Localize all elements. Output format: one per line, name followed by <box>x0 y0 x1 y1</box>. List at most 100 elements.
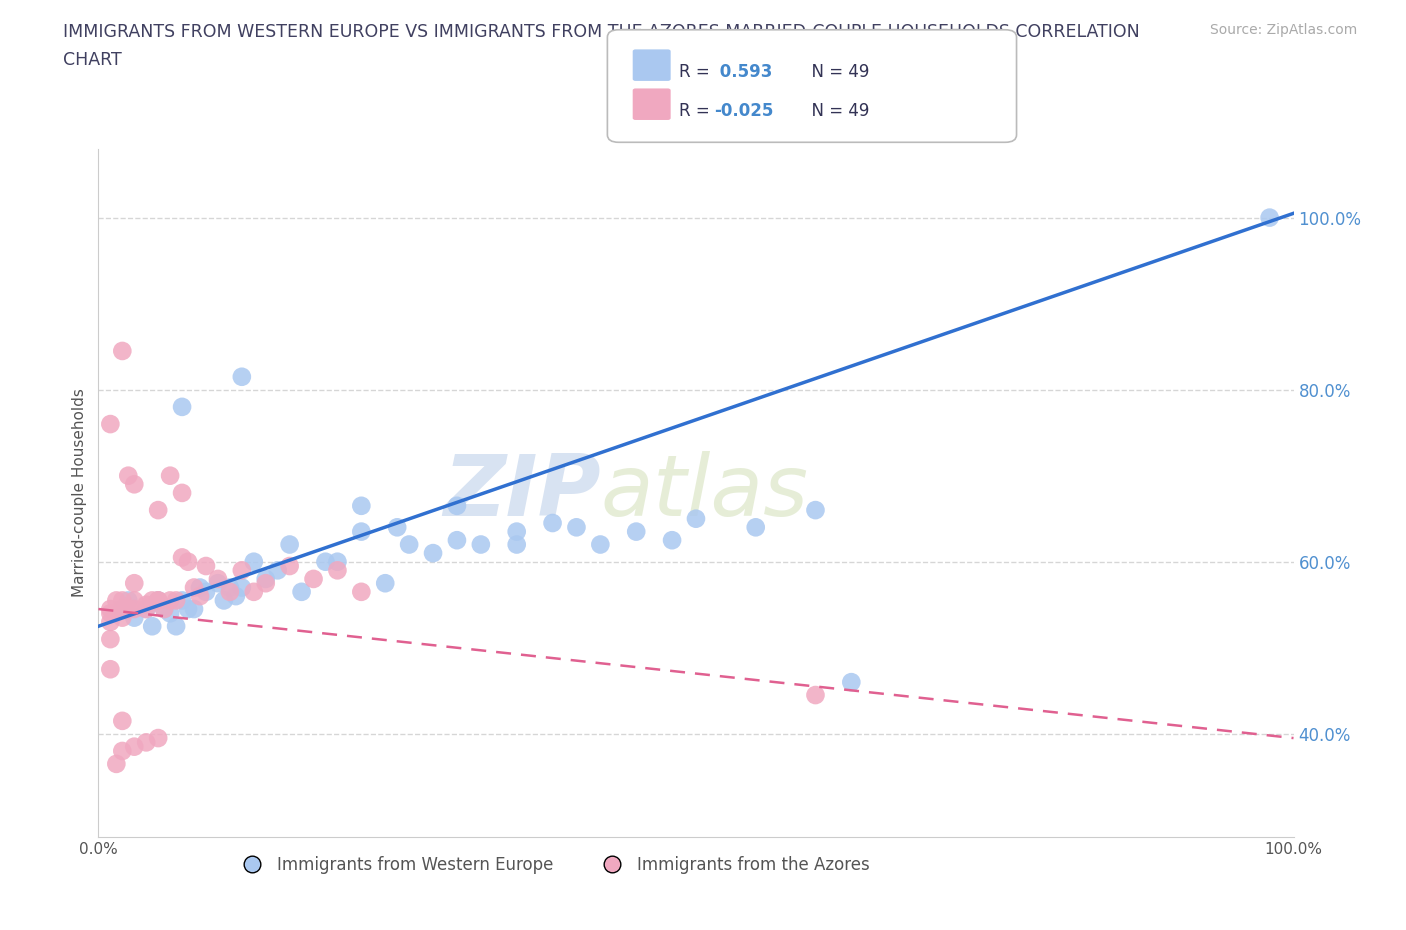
Point <box>278 559 301 574</box>
Point <box>165 593 187 608</box>
Point <box>291 584 314 599</box>
Point <box>350 584 373 599</box>
Point <box>188 589 211 604</box>
Point <box>1258 210 1281 225</box>
Point <box>105 756 128 771</box>
Point <box>841 675 863 690</box>
Text: R =: R = <box>679 62 716 81</box>
Point <box>124 477 146 492</box>
Point <box>278 538 301 552</box>
Point <box>243 554 266 569</box>
Point <box>506 538 529 552</box>
Y-axis label: Married-couple Households: Married-couple Households <box>72 389 87 597</box>
Point <box>124 576 146 591</box>
Point <box>117 593 139 608</box>
Point <box>804 687 827 702</box>
Point <box>302 572 325 587</box>
Point <box>207 576 229 591</box>
Point <box>98 606 122 621</box>
Point <box>159 469 181 484</box>
Point <box>111 610 134 625</box>
Point <box>135 602 157 617</box>
Point <box>804 503 827 518</box>
Point <box>446 533 468 548</box>
Point <box>219 580 242 595</box>
Point <box>124 739 146 754</box>
Point <box>98 615 122 630</box>
Point <box>326 554 349 569</box>
Point <box>745 520 768 535</box>
Point <box>159 606 181 621</box>
Point <box>446 498 468 513</box>
Point <box>326 563 349 578</box>
Point <box>111 593 134 608</box>
Point <box>148 593 170 608</box>
Point <box>231 580 253 595</box>
Point <box>219 584 242 599</box>
Point <box>183 602 205 617</box>
Point <box>111 343 134 358</box>
Point <box>105 593 128 608</box>
Legend: Immigrants from Western Europe, Immigrants from the Azores: Immigrants from Western Europe, Immigran… <box>229 849 876 881</box>
Text: CHART: CHART <box>63 51 122 69</box>
Point <box>177 602 200 617</box>
Text: atlas: atlas <box>600 451 808 535</box>
Point <box>188 580 211 595</box>
Point <box>207 572 229 587</box>
Point <box>565 520 588 535</box>
Point <box>195 584 218 599</box>
Point <box>111 713 134 728</box>
Point <box>124 602 146 617</box>
Point <box>135 602 157 617</box>
Text: R =: R = <box>679 101 716 120</box>
Point <box>385 520 409 535</box>
Point <box>172 400 194 415</box>
Point <box>506 525 529 539</box>
Point <box>124 610 146 625</box>
Point <box>153 602 176 617</box>
Point <box>141 618 163 633</box>
Text: 0.593: 0.593 <box>714 62 773 81</box>
Point <box>98 662 122 677</box>
Text: IMMIGRANTS FROM WESTERN EUROPE VS IMMIGRANTS FROM THE AZORES MARRIED-COUPLE HOUS: IMMIGRANTS FROM WESTERN EUROPE VS IMMIGR… <box>63 23 1140 41</box>
Point <box>243 584 266 599</box>
Point <box>626 525 648 539</box>
Point <box>111 744 134 759</box>
Text: Source: ZipAtlas.com: Source: ZipAtlas.com <box>1209 23 1357 37</box>
Point <box>398 538 420 552</box>
Text: N = 49: N = 49 <box>801 62 870 81</box>
Point <box>685 512 707 526</box>
Point <box>470 538 492 552</box>
Point <box>225 589 247 604</box>
Point <box>135 597 157 612</box>
Point <box>172 550 194 565</box>
Point <box>148 731 170 746</box>
Point <box>315 554 337 569</box>
Point <box>153 602 176 617</box>
Point <box>172 593 194 608</box>
Point <box>117 469 139 484</box>
Text: N = 49: N = 49 <box>801 101 870 120</box>
Point <box>195 559 218 574</box>
Point <box>111 602 134 617</box>
Point <box>159 593 181 608</box>
Point <box>254 576 277 591</box>
Point <box>141 593 163 608</box>
Point <box>212 593 235 608</box>
Point <box>165 618 187 633</box>
Point <box>183 580 205 595</box>
Text: -0.025: -0.025 <box>714 101 773 120</box>
Point <box>350 498 373 513</box>
Point <box>135 735 157 750</box>
Point <box>231 369 253 384</box>
Point <box>117 602 139 617</box>
Point <box>98 631 122 646</box>
Point <box>541 515 564 530</box>
Point <box>148 503 170 518</box>
Point <box>661 533 683 548</box>
Point <box>374 576 396 591</box>
Point <box>267 563 290 578</box>
Point <box>148 593 170 608</box>
Point <box>124 593 146 608</box>
Point <box>148 593 170 608</box>
